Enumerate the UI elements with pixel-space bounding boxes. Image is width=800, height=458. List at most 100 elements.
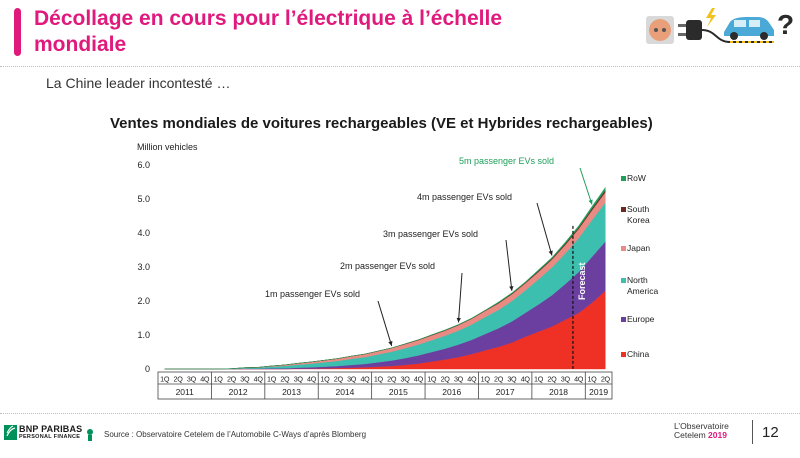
legend-label: China	[627, 349, 649, 359]
x-quarter-label: 2Q	[387, 375, 397, 384]
y-tick-label: 4.0	[137, 228, 150, 238]
x-year-label: 2011	[176, 387, 195, 397]
legend-label: South	[627, 204, 649, 214]
header-divider	[0, 66, 800, 67]
annotation-label: 2m passenger EVs sold	[340, 261, 435, 271]
x-quarter-label: 2Q	[174, 375, 184, 384]
annotation-label: 3m passenger EVs sold	[383, 229, 478, 239]
x-axis-frame	[157, 371, 613, 400]
annotation-arrow	[505, 239, 513, 291]
x-quarter-label: 4Q	[574, 375, 584, 384]
x-quarter-label: 4Q	[521, 375, 531, 384]
annotation-arrow	[457, 272, 463, 323]
x-quarter-label: 4Q	[360, 375, 370, 384]
x-quarter-label: 1Q	[267, 375, 277, 384]
ev-plug-illustration: ?	[646, 8, 794, 44]
observatoire-logo: L’Observatoire Cetelem 2019	[674, 422, 729, 440]
footer-divider	[0, 413, 800, 414]
x-quarter-label: 1Q	[374, 375, 384, 384]
legend-label: Japan	[627, 243, 650, 253]
x-quarter-label: 1Q	[481, 375, 491, 384]
x-quarter-label: 2Q	[334, 375, 344, 384]
page-number: 12	[762, 424, 779, 441]
x-quarter-label: 3Q	[507, 375, 517, 384]
annotation-arrowhead	[456, 317, 461, 323]
x-quarter-label: 2Q	[441, 375, 451, 384]
annotation-arrow	[579, 167, 593, 205]
annotation-label: 4m passenger EVs sold	[417, 192, 512, 202]
x-quarter-label: 4Q	[307, 375, 317, 384]
question-mark-icon: ?	[777, 9, 794, 40]
power-socket-icon	[646, 16, 674, 44]
x-quarter-label: 2Q	[601, 375, 611, 384]
x-quarter-label: 3Q	[561, 375, 571, 384]
x-quarter-label: 2Q	[280, 375, 290, 384]
y-axis-label: Million vehicles	[137, 142, 198, 152]
legend-swatch	[621, 246, 626, 251]
legend-label: Korea	[627, 215, 650, 225]
lightning-icon	[706, 8, 716, 27]
y-tick-label: 5.0	[137, 194, 150, 204]
annotation-arrowhead	[509, 286, 514, 291]
bnp-paribas-logo	[4, 425, 93, 441]
x-quarter-label: 1Q	[214, 375, 224, 384]
x-year-label: 2016	[442, 387, 461, 397]
bnp-company-sub: PERSONAL FINANCE	[19, 434, 81, 440]
annotation-arrowhead	[588, 199, 593, 205]
observatoire-label: L’Observatoire	[674, 421, 729, 431]
legend-label: America	[627, 286, 658, 296]
page-subtitle: La Chine leader incontesté …	[46, 75, 231, 91]
x-quarter-label: 3Q	[294, 375, 304, 384]
x-quarter-label: 2Q	[227, 375, 237, 384]
x-year-label: 2015	[389, 387, 408, 397]
x-year-label: 2013	[282, 387, 301, 397]
legend-swatch	[621, 352, 626, 357]
y-tick-label: 3.0	[137, 262, 150, 272]
y-tick-label: 1.0	[137, 330, 150, 340]
annotation-arrowhead	[548, 250, 553, 256]
source-note: Source : Observatoire Cetelem de l’Autom…	[104, 430, 367, 439]
x-quarter-label: 4Q	[414, 375, 424, 384]
x-year-label: 2019	[589, 387, 608, 397]
legend-swatch	[621, 176, 626, 181]
x-year-label: 2017	[496, 387, 515, 397]
x-quarter-label: 3Q	[347, 375, 357, 384]
footer-separator	[752, 420, 753, 444]
x-quarter-label: 3Q	[401, 375, 411, 384]
annotation-label: 5m passenger EVs sold	[459, 156, 554, 166]
x-quarter-label: 1Q	[587, 375, 597, 384]
ev-sales-area-chart: Million vehicles 0 1.0 2.0 3.0 4.0 5.0 6.0 Forec…	[137, 142, 658, 400]
observatoire-year: 2019	[708, 430, 727, 440]
title-accent-bar	[14, 8, 21, 56]
y-tick-label: 2.0	[137, 296, 150, 306]
cetelem-label: Cetelem	[674, 430, 706, 440]
y-tick-label: 0	[145, 364, 150, 374]
plug-cable-icon	[678, 20, 774, 43]
x-quarter-label: 2Q	[494, 375, 504, 384]
svg-text:?: ?	[777, 9, 794, 40]
legend-swatch	[621, 207, 626, 212]
annotation-arrowhead	[388, 340, 393, 346]
bnp-company-name: BNP PARIBAS	[19, 424, 83, 434]
x-quarter-label: 1Q	[320, 375, 330, 384]
x-quarter-label: 1Q	[427, 375, 437, 384]
x-quarter-label: 3Q	[240, 375, 250, 384]
x-quarter-label: 3Q	[187, 375, 197, 384]
electric-car-icon	[724, 17, 774, 40]
annotation-label: 1m passenger EVs sold	[265, 289, 360, 299]
x-quarter-label: 1Q	[160, 375, 170, 384]
legend-swatch	[621, 278, 626, 283]
x-year-label: 2012	[229, 387, 248, 397]
legend-label: RoW	[627, 173, 646, 183]
area-row	[164, 186, 606, 370]
x-quarter-label: 4Q	[467, 375, 477, 384]
legend-label: North	[627, 275, 648, 285]
y-tick-label: 6.0	[137, 160, 150, 170]
annotation-arrow	[536, 202, 553, 256]
forecast-label: Forecast	[577, 262, 587, 300]
x-year-label: 2018	[549, 387, 568, 397]
x-quarter-label: 4Q	[254, 375, 264, 384]
chart-title: Ventes mondiales de voitures rechargeabl…	[110, 115, 653, 132]
x-quarter-label: 2Q	[547, 375, 557, 384]
legend-swatch	[621, 317, 626, 322]
